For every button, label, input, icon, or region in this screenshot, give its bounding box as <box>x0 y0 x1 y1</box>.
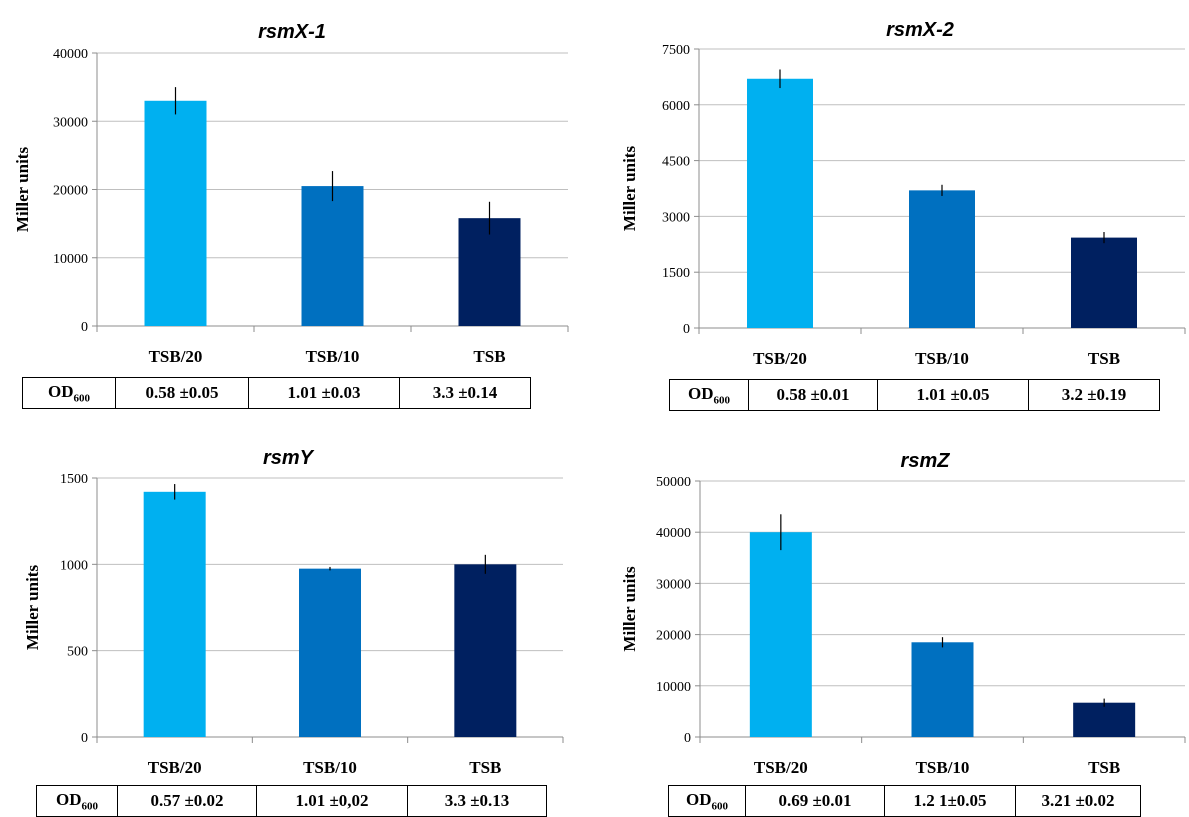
y-tick-label: 3000 <box>662 210 690 225</box>
y-tick-label: 7500 <box>662 43 690 58</box>
od-table-rsmx2: OD600 0.58 ±0.01 1.01 ±0.05 3.2 ±0.19 <box>669 379 1160 411</box>
bar <box>301 186 364 326</box>
od-value: 3.3 ±0.14 <box>399 377 531 409</box>
y-axis-label: Miller units <box>620 146 639 232</box>
chart-rsmy: rsmY Miller units 0 500 1000 1500 TSB/20 TSB/10… <box>23 447 564 777</box>
od-value: 0.57 ±0.02 <box>117 785 257 817</box>
od-value: 0.69 ±0.01 <box>745 785 885 817</box>
category-label: TSB/20 <box>754 758 808 777</box>
y-tick-label: 1000 <box>60 558 88 573</box>
category-label: TSB <box>469 758 501 777</box>
y-tick-label: 1500 <box>60 472 88 487</box>
od-value: 0.58 ±0.01 <box>748 379 878 411</box>
chart-title: rsmY <box>263 447 315 469</box>
od-header: OD600 <box>669 379 749 411</box>
y-tick-label: 4500 <box>662 155 690 170</box>
od-value: 1.2 1±0.05 <box>884 785 1016 817</box>
y-axis-label: Miller units <box>23 565 42 651</box>
bar <box>1073 702 1136 737</box>
bar <box>458 218 521 326</box>
bar <box>909 190 975 328</box>
category-label: TSB <box>1088 758 1120 777</box>
category-label: TSB <box>1088 349 1120 368</box>
chart-rsmz: rsmZ Miller units 0 10000 20000 30000 40000 500… <box>620 450 1186 777</box>
category-label: TSB/20 <box>149 347 203 366</box>
y-tick-label: 10000 <box>656 680 691 695</box>
od-value: 1.01 ±0.03 <box>248 377 400 409</box>
od-table-rsmz: OD600 0.69 ±0.01 1.2 1±0.05 3.21 ±0.02 <box>668 785 1141 817</box>
y-tick-label: 0 <box>81 320 88 335</box>
chart-title: rsmX-2 <box>886 19 954 41</box>
category-label: TSB/10 <box>306 347 360 366</box>
bar <box>143 491 206 737</box>
category-label: TSB/10 <box>916 758 970 777</box>
bar <box>454 564 517 737</box>
bar <box>144 100 207 327</box>
y-axis-label: Miller units <box>13 147 32 233</box>
od-header: OD600 <box>668 785 746 817</box>
od-table-rsmx1: OD600 0.58 ±0.05 1.01 ±0.03 3.3 ±0.14 <box>22 377 531 409</box>
y-tick-label: 40000 <box>656 526 691 541</box>
bar <box>747 78 813 328</box>
y-tick-label: 1500 <box>662 266 690 281</box>
od-value: 3.3 ±0.13 <box>407 785 547 817</box>
od-value: 3.21 ±0.02 <box>1015 785 1141 817</box>
y-tick-label: 20000 <box>53 184 88 199</box>
category-label: TSB/10 <box>303 758 357 777</box>
y-tick-label: 0 <box>684 731 691 746</box>
y-axis-label: Miller units <box>620 566 639 652</box>
od-value: 1.01 ±0,02 <box>256 785 408 817</box>
category-label: TSB <box>473 347 505 366</box>
y-tick-label: 20000 <box>656 629 691 644</box>
y-tick-label: 50000 <box>656 475 691 490</box>
bar <box>1071 237 1137 328</box>
bar <box>911 642 974 737</box>
bar <box>749 532 812 737</box>
od-value: 3.2 ±0.19 <box>1028 379 1160 411</box>
od-value: 0.58 ±0.05 <box>115 377 249 409</box>
y-tick-label: 10000 <box>53 252 88 267</box>
category-label: TSB/20 <box>148 758 202 777</box>
chart-title: rsmZ <box>901 450 951 472</box>
y-tick-label: 40000 <box>53 47 88 62</box>
y-tick-label: 0 <box>81 731 88 746</box>
bar <box>299 568 361 737</box>
chart-rsmx2: rsmX-2 Miller units 0 1500 3000 4500 6000 7500 T… <box>620 19 1186 368</box>
chart-title: rsmX-1 <box>258 21 326 43</box>
od-header: OD600 <box>22 377 116 409</box>
y-tick-label: 500 <box>67 645 88 660</box>
y-tick-label: 6000 <box>662 99 690 114</box>
category-label: TSB/10 <box>915 349 969 368</box>
od-value: 1.01 ±0.05 <box>877 379 1029 411</box>
category-label: TSB/20 <box>753 349 807 368</box>
od-header: OD600 <box>36 785 118 817</box>
chart-rsmx1: rsmX-1 Miller units 0 10000 20000 30000 40000 T… <box>13 21 569 366</box>
y-tick-label: 30000 <box>656 577 691 592</box>
y-tick-label: 0 <box>683 322 690 337</box>
od-table-rsmy: OD600 0.57 ±0.02 1.01 ±0,02 3.3 ±0.13 <box>36 785 547 817</box>
y-tick-label: 30000 <box>53 115 88 130</box>
